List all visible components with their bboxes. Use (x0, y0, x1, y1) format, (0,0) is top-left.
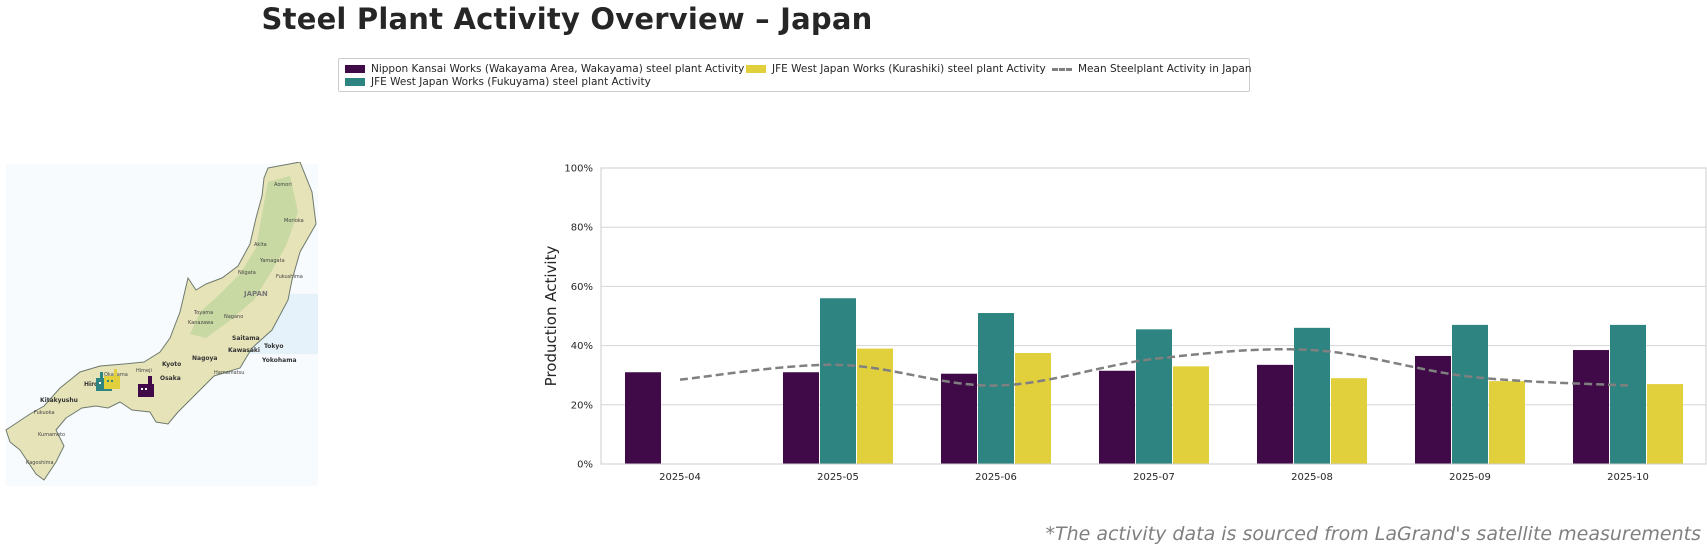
y-tick-label: 60% (571, 282, 593, 293)
bar (941, 373, 977, 464)
map-city-label: Akita (254, 242, 267, 248)
legend-item-fukuyama: JFE West Japan Works (Fukuyama) steel pl… (345, 76, 651, 88)
mean-activity-line (679, 348, 1629, 387)
bar (783, 372, 819, 464)
x-axis: 2025-04 2025-05 2025-06 2025-07 2025-08 2025-… (659, 472, 1649, 483)
map-city-label: Kyoto (162, 361, 181, 368)
y-tick-label: 40% (571, 341, 593, 352)
factory-icon (138, 376, 154, 397)
legend-item-wakayama: Nippon Kansai Works (Wakayama Area, Waka… (345, 63, 744, 75)
japan-map: Aomori Morioka Akita Yamagata Niigata Fu… (5, 162, 318, 486)
legend-swatch-fukuyama (345, 78, 365, 86)
map-city-label: Osaka (160, 375, 181, 382)
plot-frame (600, 167, 1707, 465)
x-tick-label: 2025-09 (1449, 472, 1491, 483)
map-city-label: Nagoya (192, 355, 217, 362)
x-tick-label: 2025-08 (1291, 472, 1333, 483)
y-tick-label: 100% (564, 164, 593, 175)
x-tick-label: 2025-07 (1133, 472, 1175, 483)
map-city-label: Kawasaki (228, 347, 260, 354)
legend-line-mean (1052, 67, 1072, 71)
y-axis-label: Production Activity (542, 246, 560, 387)
y-tick-label: 0% (577, 460, 593, 471)
map-city-label: Kumamoto (38, 432, 65, 438)
bar (978, 313, 1014, 464)
bar (1136, 329, 1172, 464)
x-tick-label: 2025-06 (975, 472, 1017, 483)
map-city-label: Toyama (193, 310, 213, 316)
map-terrain (190, 176, 298, 338)
bar (1489, 381, 1525, 464)
bar-chart: 0% 20% 40% 60% 80% 100% 2025-04 2025-05 2025-06… (542, 164, 1707, 483)
legend-label-mean: Mean Steelplant Activity in Japan (1078, 63, 1252, 75)
bar (1099, 370, 1135, 464)
chart-title: Steel Plant Activity Overview – Japan (261, 2, 873, 36)
map-city-label: Himeji (136, 368, 152, 374)
map-city-label: Aomori (274, 182, 292, 188)
bar (1257, 364, 1293, 464)
y-axis: 0% 20% 40% 60% 80% 100% (564, 164, 593, 471)
y-tick-label: 20% (571, 400, 593, 411)
bar (820, 298, 856, 464)
bar (625, 372, 661, 464)
legend: Nippon Kansai Works (Wakayama Area, Waka… (338, 58, 1252, 92)
map-city-label: Kagoshima (26, 460, 54, 466)
map-country-label: JAPAN (243, 290, 268, 298)
legend-label-fukuyama: JFE West Japan Works (Fukuyama) steel pl… (371, 76, 651, 88)
map-city-label: Fukuoka (34, 410, 55, 416)
legend-label-wakayama: Nippon Kansai Works (Wakayama Area, Waka… (371, 63, 745, 75)
x-tick-label: 2025-04 (659, 472, 701, 483)
map-city-label: Morioka (284, 218, 304, 224)
map-city-label: Niigata (238, 270, 256, 276)
mean-line (679, 348, 1629, 387)
bar (1573, 350, 1609, 464)
bar (1331, 378, 1367, 464)
map-city-label: Nagano (224, 314, 243, 320)
bar (1015, 353, 1051, 464)
map-city-label: Yokohama (261, 357, 297, 364)
map-city-label: Fukushima (276, 274, 303, 280)
map-city-label: Tokyo (264, 343, 283, 350)
legend-item-kurashiki: JFE West Japan Works (Kurashiki) steel p… (746, 63, 1046, 75)
map-city-label: Yamagata (259, 258, 285, 264)
bar (1173, 366, 1209, 464)
map-city-label: Saitama (232, 335, 260, 342)
legend-item-mean: Mean Steelplant Activity in Japan (1052, 63, 1252, 75)
map-city-label: Kitakyushu (40, 397, 78, 404)
map-city-label: Kanazawa (188, 320, 213, 326)
x-tick-label: 2025-05 (817, 472, 859, 483)
map-city-label: Hamamatsu (214, 370, 244, 376)
footnote: *The activity data is sourced from LaGra… (1045, 523, 1701, 545)
factory-icon (104, 369, 120, 389)
bar (1610, 324, 1646, 464)
x-tick-label: 2025-10 (1607, 472, 1649, 483)
y-tick-label: 80% (571, 223, 593, 234)
legend-swatch-wakayama (345, 65, 365, 73)
legend-swatch-kurashiki (746, 65, 766, 73)
bars (625, 298, 1683, 464)
bar (1452, 324, 1488, 464)
japan-landmass (5, 162, 317, 481)
bar (1647, 384, 1683, 464)
legend-label-kurashiki: JFE West Japan Works (Kurashiki) steel p… (772, 63, 1046, 75)
